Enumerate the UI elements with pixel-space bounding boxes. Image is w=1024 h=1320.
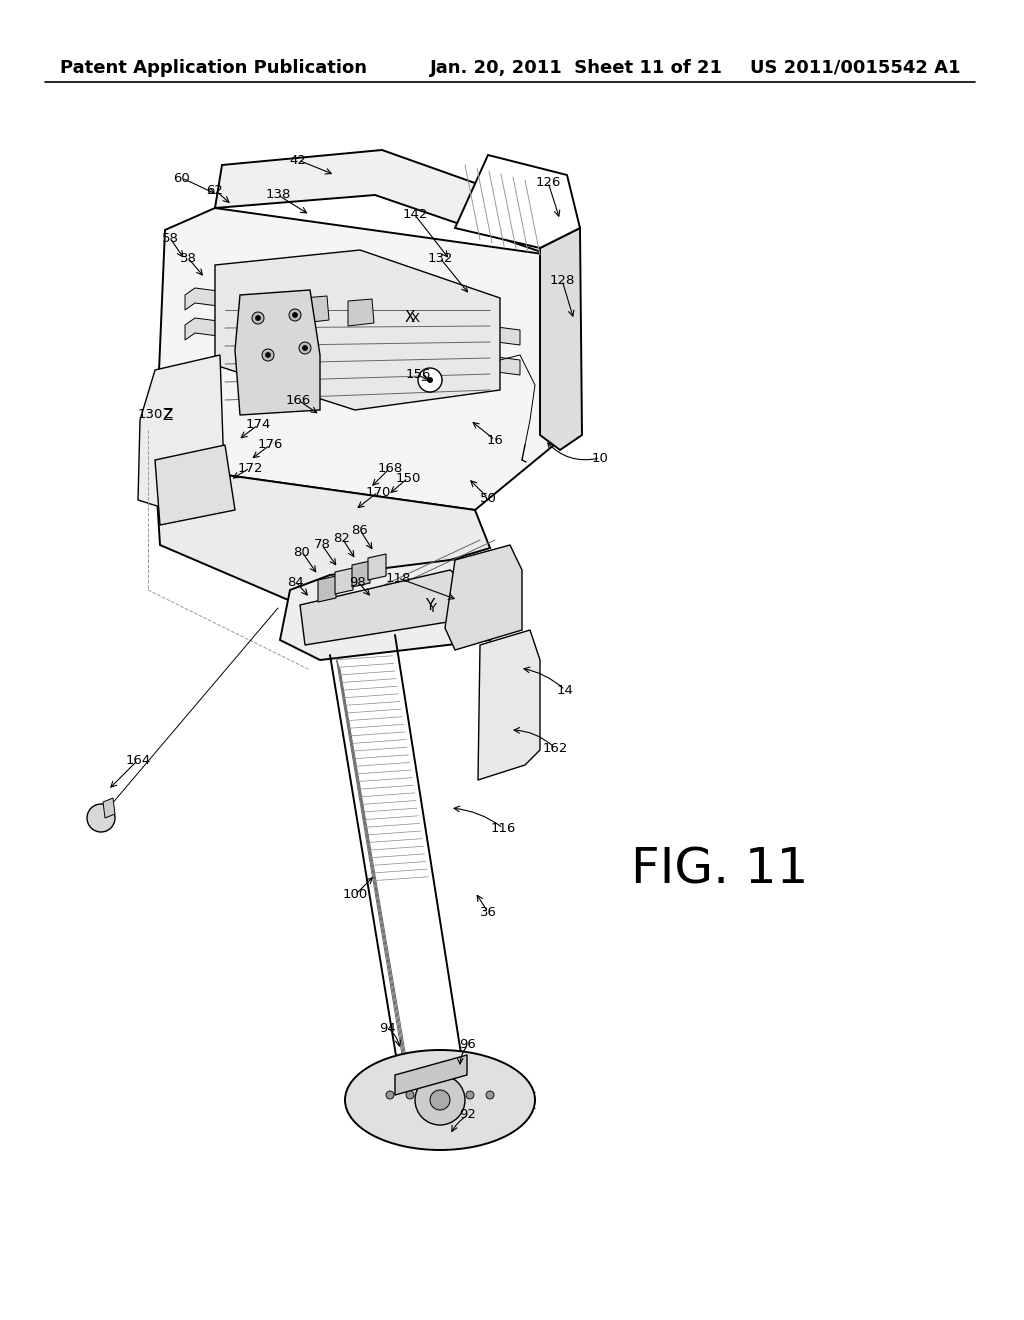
Text: 138: 138 xyxy=(265,189,291,202)
Text: 128: 128 xyxy=(549,273,574,286)
Text: 58: 58 xyxy=(162,231,178,244)
Text: 132: 132 xyxy=(427,252,453,264)
Circle shape xyxy=(427,378,433,383)
Ellipse shape xyxy=(345,1049,535,1150)
Polygon shape xyxy=(335,568,353,594)
Circle shape xyxy=(466,1092,474,1100)
Text: 162: 162 xyxy=(543,742,567,755)
Polygon shape xyxy=(395,1055,467,1096)
Text: 38: 38 xyxy=(179,252,197,264)
Polygon shape xyxy=(155,445,234,525)
Text: 142: 142 xyxy=(402,209,428,222)
Polygon shape xyxy=(303,296,329,323)
Text: 150: 150 xyxy=(395,471,421,484)
Circle shape xyxy=(289,309,301,321)
Text: 130: 130 xyxy=(137,408,163,421)
Circle shape xyxy=(386,1092,394,1100)
Circle shape xyxy=(406,1092,414,1100)
Polygon shape xyxy=(138,355,225,517)
Polygon shape xyxy=(540,228,582,450)
Circle shape xyxy=(293,313,298,318)
Polygon shape xyxy=(348,300,374,326)
Polygon shape xyxy=(103,799,115,818)
Text: 84: 84 xyxy=(288,576,304,589)
Text: 80: 80 xyxy=(294,545,310,558)
Circle shape xyxy=(87,804,115,832)
Text: 166: 166 xyxy=(286,393,310,407)
Polygon shape xyxy=(280,554,510,660)
Text: 168: 168 xyxy=(378,462,402,474)
Text: 100: 100 xyxy=(342,888,368,902)
Circle shape xyxy=(252,312,264,323)
Text: 14: 14 xyxy=(557,684,573,697)
Polygon shape xyxy=(445,545,522,649)
Circle shape xyxy=(256,315,260,321)
Text: X: X xyxy=(404,310,416,326)
Text: Y: Y xyxy=(425,598,434,612)
Text: 126: 126 xyxy=(536,176,561,189)
Circle shape xyxy=(299,342,311,354)
Circle shape xyxy=(486,1092,494,1100)
Polygon shape xyxy=(318,576,336,602)
Text: Jan. 20, 2011  Sheet 11 of 21: Jan. 20, 2011 Sheet 11 of 21 xyxy=(430,59,723,77)
Text: 60: 60 xyxy=(174,172,190,185)
Circle shape xyxy=(262,348,274,360)
Polygon shape xyxy=(215,249,500,411)
Text: 116: 116 xyxy=(490,821,516,834)
Text: 50: 50 xyxy=(479,491,497,504)
Polygon shape xyxy=(478,630,540,780)
Text: Patent Application Publication: Patent Application Publication xyxy=(60,59,367,77)
Text: 176: 176 xyxy=(257,438,283,451)
Polygon shape xyxy=(400,1060,462,1080)
Polygon shape xyxy=(455,154,580,248)
Text: 174: 174 xyxy=(246,418,270,432)
Text: X: X xyxy=(411,312,420,325)
Polygon shape xyxy=(234,290,319,414)
Text: 92: 92 xyxy=(460,1109,476,1122)
Polygon shape xyxy=(185,318,520,375)
Text: 170: 170 xyxy=(366,486,391,499)
Polygon shape xyxy=(185,288,520,345)
Text: 62: 62 xyxy=(207,183,223,197)
Text: 82: 82 xyxy=(334,532,350,544)
Polygon shape xyxy=(215,150,565,255)
Text: Y: Y xyxy=(428,602,436,615)
Polygon shape xyxy=(258,298,284,325)
Text: US 2011/0015542 A1: US 2011/0015542 A1 xyxy=(750,59,961,77)
Text: 16: 16 xyxy=(486,433,504,446)
Polygon shape xyxy=(155,465,490,605)
Circle shape xyxy=(430,1090,450,1110)
Text: 118: 118 xyxy=(385,572,411,585)
Text: FIG. 11: FIG. 11 xyxy=(632,846,809,894)
Text: 164: 164 xyxy=(125,754,151,767)
Circle shape xyxy=(302,346,307,351)
Text: 78: 78 xyxy=(313,539,331,552)
Text: 96: 96 xyxy=(460,1039,476,1052)
Text: 86: 86 xyxy=(351,524,369,536)
Text: Z: Z xyxy=(164,408,173,421)
Text: 94: 94 xyxy=(380,1022,396,1035)
Text: Z: Z xyxy=(163,408,173,422)
Circle shape xyxy=(418,368,442,392)
Polygon shape xyxy=(550,215,580,440)
Polygon shape xyxy=(368,554,386,579)
Polygon shape xyxy=(155,209,560,510)
Text: 10: 10 xyxy=(592,451,608,465)
Text: 98: 98 xyxy=(349,576,367,589)
Circle shape xyxy=(265,352,270,358)
Polygon shape xyxy=(300,570,475,645)
Text: 156: 156 xyxy=(406,368,431,381)
Text: 172: 172 xyxy=(238,462,263,474)
Circle shape xyxy=(415,1074,465,1125)
Text: 42: 42 xyxy=(290,153,306,166)
Polygon shape xyxy=(352,561,370,587)
Text: 36: 36 xyxy=(479,906,497,919)
